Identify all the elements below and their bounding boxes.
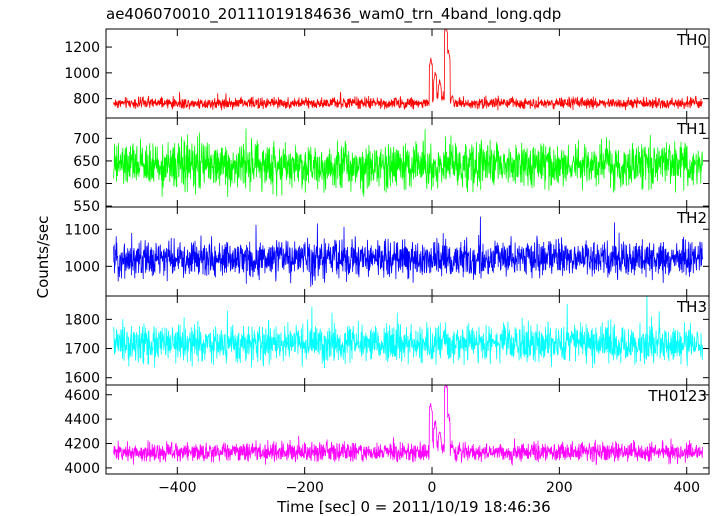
y-tick-label: 700: [73, 131, 100, 147]
y-tick-label: 4200: [64, 437, 100, 453]
y-tick-label: 1700: [64, 342, 100, 358]
y-tick-label: 4000: [64, 461, 100, 477]
series-line-th2: [113, 216, 703, 287]
y-tick-label: 600: [73, 177, 100, 193]
series-line-th1: [113, 128, 703, 197]
x-tick-label: 0: [428, 480, 437, 496]
y-tick-label: 800: [73, 92, 100, 108]
series-line-th3: [113, 296, 703, 369]
y-tick-label: 4600: [64, 388, 100, 404]
y-tick-label: 4400: [64, 412, 100, 428]
chart-title: ae406070010_20111019184636_wam0_trn_4ban…: [106, 5, 561, 24]
y-axis-label: Counts/sec: [34, 216, 52, 299]
x-tick-label: −400: [158, 480, 196, 496]
y-tick-label: 1000: [64, 66, 100, 82]
series-line-th0: [113, 29, 703, 111]
series-name-th0: TH0: [676, 31, 707, 49]
y-tick-label: 1600: [64, 371, 100, 387]
series-name-th1: TH1: [676, 120, 707, 138]
series-name-th2: TH2: [676, 209, 707, 227]
panel-frame-th0123: [105, 384, 710, 475]
y-tick-label: 1800: [64, 312, 100, 328]
x-tick-label: −200: [285, 480, 323, 496]
x-tick-label: 400: [673, 480, 700, 496]
y-tick-label: 550: [73, 199, 100, 215]
series-name-th3: TH3: [676, 298, 707, 316]
y-tick-label: 1200: [64, 40, 100, 56]
series-name-th0123: TH0123: [647, 387, 707, 405]
x-tick-label: 200: [546, 480, 573, 496]
series-line-th0123: [113, 385, 703, 466]
y-tick-label: 650: [73, 154, 100, 170]
y-tick-label: 1000: [64, 259, 100, 275]
panels: 800 1000 1200 TH0 550 600 650 700 TH1 1000 1100 TH2…: [64, 28, 710, 496]
y-tick-label: 1100: [64, 222, 100, 238]
x-axis-label: Time [sec] 0 = 2011/10/19 18:46:36: [276, 498, 550, 516]
